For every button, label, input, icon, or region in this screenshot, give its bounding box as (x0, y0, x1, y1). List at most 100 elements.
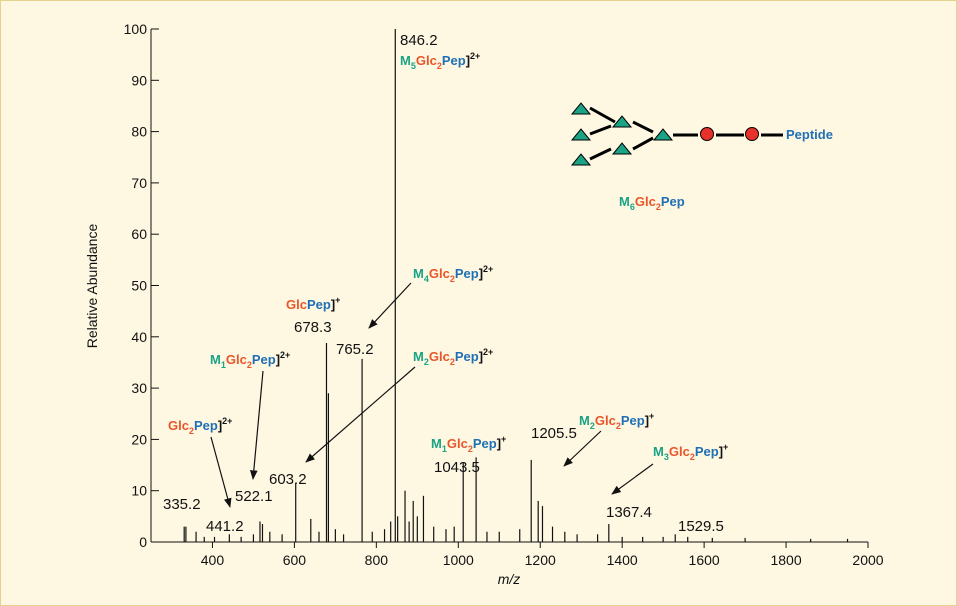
ion-label-part: M (653, 444, 664, 459)
annotation-arrow (210, 436, 232, 508)
ion-label-part: M (413, 349, 424, 364)
y-tick-label: 40 (131, 329, 147, 345)
ion-label-part: 2 (468, 444, 473, 454)
ion-label-part: ] (719, 444, 723, 459)
y-tick-label: 30 (131, 380, 147, 396)
peak-label: 846.2 (400, 32, 438, 49)
ion-label-part: Pep (473, 436, 497, 451)
ion-label: M1Glc2Pep]+ (431, 434, 506, 454)
ion-label-part: M (579, 413, 590, 428)
ion-label-part: Glc (416, 53, 437, 68)
ion-label-part: + (501, 434, 506, 444)
ion-label-part: 5 (411, 61, 416, 71)
ion-label-part: Glc (168, 418, 189, 433)
ion-label: M1Glc2Pep]2+ (210, 350, 290, 370)
peak-label: 603.2 (269, 471, 307, 488)
glycan-label-part: M (619, 194, 630, 209)
ion-label-part: ] (276, 352, 280, 367)
peak-label: 765.2 (336, 341, 374, 358)
ion-label-part: M (400, 53, 411, 68)
annotation-arrow (249, 370, 264, 480)
ion-label-part: 2 (189, 426, 194, 436)
ion-label-part: 2 (450, 357, 455, 367)
y-tick-label: 70 (131, 175, 147, 191)
ion-label-part: 2 (247, 360, 252, 370)
y-tick-label: 100 (124, 21, 148, 37)
ion-label-part: ] (479, 266, 483, 281)
ion-label-part: + (335, 295, 340, 305)
ion-label-part: 2 (437, 61, 442, 71)
x-tick-label: 1000 (443, 552, 474, 568)
ion-label-part: ] (331, 297, 335, 312)
y-tick-label: 0 (139, 534, 147, 550)
ion-label-part: 3 (664, 452, 669, 462)
annotation-arrow (611, 463, 654, 495)
y-tick-label: 20 (131, 431, 147, 447)
ion-label-part: 2 (590, 421, 595, 431)
ion-label-part: Pep (455, 349, 479, 364)
peptide-label: Peptide (786, 127, 833, 142)
ion-label: M4Glc2Pep]2+ (413, 264, 493, 284)
peak-label: 335.2 (163, 496, 201, 513)
glycan-label-part: 2 (656, 202, 661, 212)
ion-label: M2Glc2Pep]+ (579, 411, 654, 431)
ion-label-part: 2+ (483, 264, 493, 274)
ion-label: GlcPep]+ (286, 295, 340, 312)
peak-label: 1367.4 (606, 504, 652, 521)
ion-label: M3Glc2Pep]+ (653, 442, 728, 462)
ion-label-part: Glc (429, 266, 450, 281)
ion-label-part: ] (479, 349, 483, 364)
ion-label-part: Pep (252, 352, 276, 367)
ion-label-part: 1 (442, 444, 447, 454)
glycan-diagram (570, 102, 783, 166)
glycan-label-part: 6 (630, 202, 635, 212)
ion-label-part: M (431, 436, 442, 451)
peak-label: 1043.5 (434, 459, 480, 476)
annotation-arrow (305, 366, 416, 463)
y-tick-label: 80 (131, 124, 147, 140)
ion-label-part: Glc (669, 444, 690, 459)
y-tick-label: 10 (131, 483, 147, 499)
ion-label-part: 2 (450, 274, 455, 284)
ion-label-part: Glc (286, 297, 307, 312)
ion-label-part: 2 (690, 452, 695, 462)
ion-label-part: ] (645, 413, 649, 428)
peak-label: 1529.5 (678, 518, 724, 535)
ion-label-part: Pep (194, 418, 218, 433)
peak-label: 1205.5 (531, 425, 577, 442)
ion-label-part: Glc (226, 352, 247, 367)
ion-label-part: 2+ (280, 350, 290, 360)
ion-label: Glc2Pep]2+ (168, 416, 232, 436)
peak-label: 441.2 (206, 518, 244, 535)
ion-label-part: 2+ (470, 51, 480, 61)
annotation-arrow (368, 282, 412, 329)
glycan-label: M6Glc2Pep (619, 194, 685, 212)
ion-label-part: Pep (695, 444, 719, 459)
ion-label-part: ] (218, 418, 222, 433)
ion-label-part: 1 (221, 360, 226, 370)
annotation-arrow (563, 430, 602, 467)
glycan-label-part: Glc (635, 194, 656, 209)
ion-label-part: Glc (447, 436, 468, 451)
ion-label-part: Pep (621, 413, 645, 428)
x-tick-label: 1800 (770, 552, 801, 568)
ion-label-part: 2 (424, 357, 429, 367)
ion-label-part: Pep (442, 53, 466, 68)
ion-label-part: + (649, 411, 654, 421)
ion-label-part: M (413, 266, 424, 281)
ion-label-part: 2+ (222, 416, 232, 426)
x-axis-title: m/z (498, 571, 521, 587)
ion-label: M2Glc2Pep]2+ (413, 347, 493, 367)
peak-label: 522.1 (235, 488, 273, 505)
ion-label-part: 4 (424, 274, 429, 284)
ion-label-part: 2+ (483, 347, 493, 357)
y-tick-label: 90 (131, 72, 147, 88)
ion-label-part: ] (497, 436, 501, 451)
y-tick-label: 50 (131, 278, 147, 294)
x-tick-label: 2000 (852, 552, 883, 568)
y-axis-title: Relative Abundance (84, 224, 100, 349)
ion-label-part: ] (466, 53, 470, 68)
peak-label: 678.3 (294, 319, 332, 336)
x-tick-label: 800 (365, 552, 389, 568)
